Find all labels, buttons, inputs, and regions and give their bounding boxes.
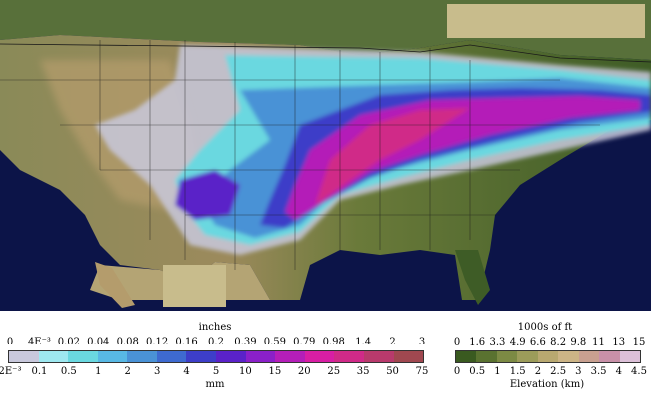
elevation-swatch — [517, 351, 538, 362]
elevation-km-label: 3 — [575, 366, 582, 377]
elevation-ft-label: 3.3 — [489, 337, 506, 348]
elevation-ft-label: 1.6 — [469, 337, 486, 348]
precip-mm-label: 50 — [386, 366, 399, 377]
snowfall-overlay — [95, 45, 651, 255]
precip-inch-label: 0.59 — [263, 337, 286, 348]
snowfall-map — [0, 0, 651, 311]
precip-inch-label: 0.98 — [322, 337, 345, 348]
elevation-ft-label: 0 — [453, 337, 461, 348]
precip-mm-label: 2E⁻³ — [0, 366, 22, 377]
elevation-km-label: 2.5 — [550, 366, 567, 377]
elevation-swatch — [476, 351, 497, 362]
elevation-legend-top-title: 1000s of ft — [517, 322, 573, 333]
precip-mm-label: 5 — [212, 366, 220, 377]
no-data-box-south — [163, 265, 226, 307]
precip-inch-label: 0.04 — [87, 337, 110, 348]
no-data-box-north — [447, 4, 645, 38]
precip-inch-label: 4E⁻³ — [27, 337, 51, 348]
precip-legend-bottom-title: mm — [205, 379, 225, 390]
elevation-swatch — [578, 351, 600, 362]
precip-mm-label: 3 — [153, 366, 161, 377]
elevation-ft-label: 11 — [592, 337, 605, 348]
elevation-ft-label: 4.9 — [509, 337, 526, 348]
elevation-ft-label: 9.8 — [570, 337, 587, 348]
florida-peninsula — [455, 250, 490, 305]
precip-inch-label: 0.2 — [208, 337, 224, 348]
snow-band-extreme — [315, 108, 470, 205]
precip-mm-label: 75 — [415, 366, 429, 377]
precip-mm-label: 15 — [268, 366, 282, 377]
snow-band-sw — [175, 170, 240, 220]
precip-inch-label: 0.12 — [146, 337, 169, 348]
precip-inch-label: 0.79 — [293, 337, 316, 348]
elevation-km-label: 3.5 — [590, 366, 607, 377]
elevation-legend-bottom-title: Elevation (km) — [509, 379, 585, 390]
precip-mm-label: 1 — [95, 366, 102, 377]
precip-swatch — [393, 351, 424, 362]
elevation-ft-label: 8.2 — [550, 337, 567, 348]
precip-mm-label: 25 — [327, 366, 341, 377]
elevation-swatch — [537, 351, 559, 362]
precip-mm-label: 2 — [124, 366, 131, 377]
precip-inch-label: 0.16 — [175, 337, 198, 348]
precip-inch-label: 1.4 — [355, 337, 372, 348]
precip-swatch — [363, 351, 394, 362]
legend-panel: inches 0 4E⁻³ 0.02 0.04 0.08 0.12 0.16 0.2 0.39 0… — [0, 311, 651, 401]
precip-mm-label: 4 — [183, 366, 190, 377]
elevation-ft-label: 6.6 — [529, 337, 546, 348]
elevation-swatch — [558, 351, 579, 362]
precip-inch-label: 0.02 — [57, 337, 80, 348]
elevation-ft-label: 13 — [612, 337, 626, 348]
baja-peninsula — [95, 262, 135, 308]
precip-swatch — [304, 351, 335, 362]
precip-swatch — [216, 351, 246, 362]
elevation-color-bar — [455, 350, 641, 363]
precip-color-bar — [8, 350, 424, 363]
state-boundaries — [0, 40, 600, 270]
elevation-swatch — [456, 351, 477, 362]
precip-inch-label: 0 — [6, 337, 14, 348]
precip-legend-top-title: inches — [198, 322, 232, 333]
precip-mm-label: 0.1 — [31, 366, 48, 377]
precip-swatch — [245, 351, 276, 362]
precip-swatch — [9, 351, 39, 362]
elevation-km-label: 4.5 — [631, 366, 647, 377]
precip-swatch — [275, 351, 305, 362]
elevation-swatch — [619, 351, 640, 362]
precip-mm-label: 20 — [297, 366, 311, 377]
elevation-km-label: 1 — [494, 366, 501, 377]
elevation-km-label: 4 — [615, 366, 622, 377]
elevation-km-label: 0.5 — [469, 366, 486, 377]
us-canada-border — [0, 43, 651, 63]
precip-swatch — [68, 351, 98, 362]
precip-mm-label: 10 — [239, 366, 252, 377]
elevation-km-label: 0 — [453, 366, 461, 377]
precip-inch-label: 0.39 — [234, 337, 257, 348]
precip-inch-label: 2 — [389, 337, 396, 348]
precip-swatch — [186, 351, 217, 362]
precip-inch-label: 0.08 — [116, 337, 139, 348]
elevation-km-label: 1.5 — [509, 366, 526, 377]
elevation-swatch — [496, 351, 518, 362]
precip-mm-label: 0.5 — [60, 366, 77, 377]
precip-swatch — [97, 351, 128, 362]
precip-inch-label: 3 — [418, 337, 426, 348]
precip-swatch — [127, 351, 157, 362]
precip-swatch — [334, 351, 364, 362]
elevation-ft-label: 15 — [632, 337, 646, 348]
elevation-swatch — [599, 351, 620, 362]
precip-legend-frame — [4, 344, 428, 368]
elevation-km-label: 2 — [534, 366, 542, 377]
precip-mm-label: 35 — [356, 366, 370, 377]
precip-swatch — [156, 351, 187, 362]
precip-swatch — [38, 351, 69, 362]
